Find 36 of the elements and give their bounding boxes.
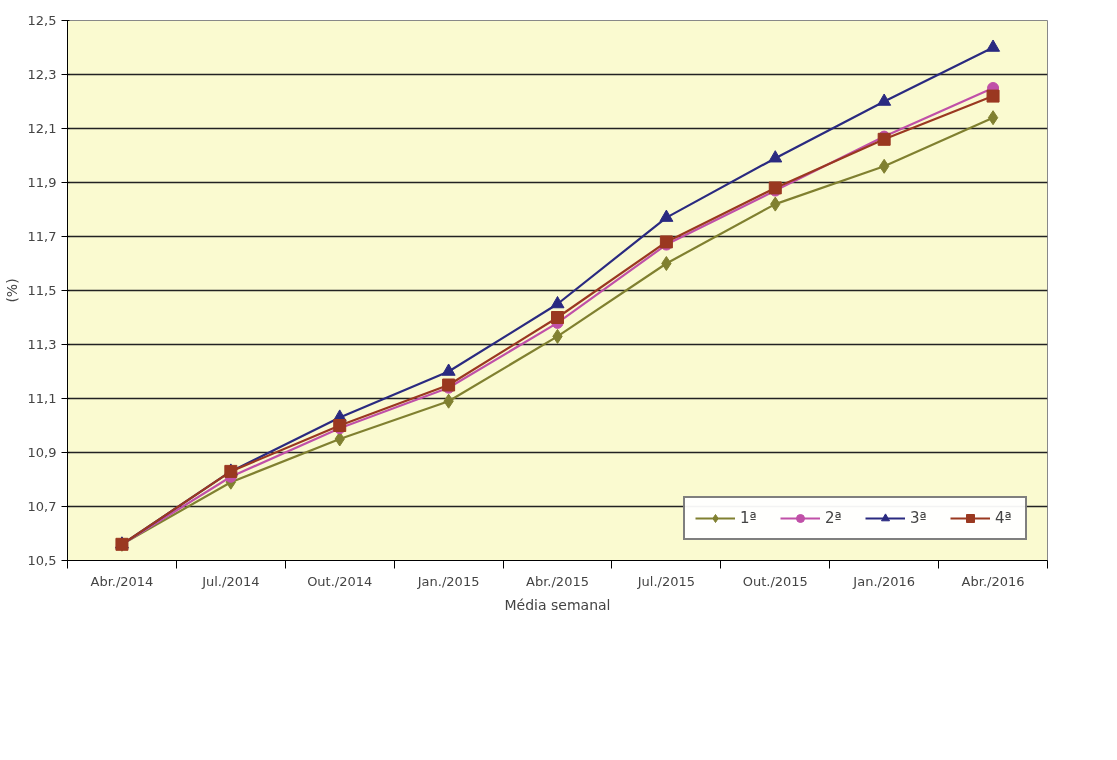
- x-tick-label: Out./2014: [307, 573, 373, 589]
- x-tick-label: Jan./2015: [416, 573, 480, 589]
- point: [986, 39, 1001, 52]
- y-tick-label: 11,5: [27, 283, 57, 298]
- point: [768, 150, 783, 163]
- x-tick-label: Jan./2016: [852, 573, 915, 589]
- point: [661, 256, 672, 271]
- x-axis-title: Média semanal: [504, 596, 611, 613]
- point: [877, 93, 892, 106]
- point: [551, 311, 564, 324]
- y-tick-label: 11,7: [27, 229, 57, 244]
- x-tick-label: Out./2015: [742, 573, 808, 589]
- x-tick-label: Abr./2016: [961, 573, 1025, 589]
- point: [986, 89, 1000, 103]
- x-tick-label: Abr./2015: [526, 573, 589, 589]
- x-tick-label: Jul./2014: [201, 573, 260, 589]
- legend-label: 2ª: [825, 509, 843, 527]
- y-tick-label: 10,5: [27, 553, 57, 568]
- point: [987, 110, 999, 126]
- y-tick-label: 10,9: [27, 445, 57, 460]
- point: [550, 295, 565, 309]
- point: [659, 209, 674, 222]
- y-axis-title: (%): [3, 278, 20, 303]
- y-tick-label: 11,9: [27, 175, 57, 190]
- x-tick-label: Abr./2014: [90, 573, 154, 589]
- legend-label: 4ª: [995, 509, 1013, 527]
- x-tick-label: Jul./2015: [636, 573, 696, 589]
- y-tick-label: 12,3: [27, 67, 57, 82]
- y-tick-label: 11,3: [27, 337, 57, 352]
- legend-label: 1ª: [740, 509, 758, 527]
- point: [441, 363, 456, 376]
- legend-label: 3ª: [910, 509, 928, 527]
- y-tick-label: 11,1: [27, 391, 57, 406]
- y-tick-label: 12,5: [27, 13, 57, 28]
- y-tick-label: 10,7: [27, 499, 57, 514]
- y-tick-label: 12,1: [27, 121, 57, 136]
